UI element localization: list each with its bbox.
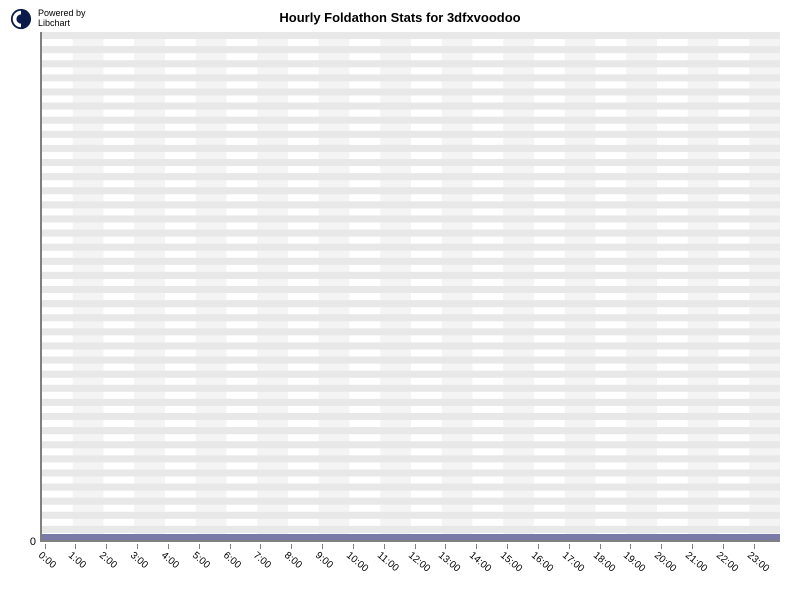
x-tick [353,544,354,549]
y-tick-label: 0 [6,536,36,548]
x-tick [661,544,662,549]
x-tick-label: 5:00 [190,550,212,571]
x-tick-label: 0:00 [36,550,58,571]
x-tick [754,544,755,549]
chart-title: Hourly Foldathon Stats for 3dfxvoodoo [0,10,800,25]
baseline-bar [42,534,780,540]
x-tick-label: 14:00 [467,550,493,575]
x-tick-label: 21:00 [683,550,709,575]
x-tick [260,544,261,549]
x-tick-label: 8:00 [282,550,304,571]
x-tick-label: 11:00 [375,550,401,574]
chart-plot-area [40,32,780,542]
x-tick [322,544,323,549]
x-tick-label: 23:00 [745,550,771,575]
x-tick-label: 4:00 [159,550,181,571]
x-tick-label: 17:00 [560,550,586,575]
x-tick [168,544,169,549]
x-tick-label: 13:00 [436,550,462,575]
x-tick [569,544,570,549]
x-tick-label: 18:00 [591,550,617,575]
x-tick-label: 2:00 [97,550,119,571]
x-axis-ticks: 0:001:002:003:004:005:006:007:008:009:00… [40,544,780,594]
x-tick [384,544,385,549]
x-tick [106,544,107,549]
x-tick-label: 19:00 [621,550,647,575]
x-tick [137,544,138,549]
x-tick-label: 6:00 [221,550,243,571]
x-tick-label: 12:00 [406,550,432,575]
x-tick-label: 7:00 [251,550,273,571]
x-tick [230,544,231,549]
x-tick-label: 15:00 [498,550,524,575]
x-tick [630,544,631,549]
x-tick [538,544,539,549]
x-tick [75,544,76,549]
x-tick [476,544,477,549]
x-tick-label: 10:00 [344,550,370,575]
x-tick [692,544,693,549]
chart-grid [42,32,780,540]
x-tick-label: 16:00 [529,550,555,575]
x-tick-label: 9:00 [313,550,335,571]
x-tick [507,544,508,549]
x-tick [600,544,601,549]
x-tick-label: 1:00 [66,550,88,571]
x-tick [415,544,416,549]
x-tick [291,544,292,549]
x-tick-label: 3:00 [128,550,150,571]
x-tick [45,544,46,549]
x-tick [445,544,446,549]
x-tick-label: 20:00 [652,550,678,575]
x-tick [723,544,724,549]
x-tick-label: 22:00 [714,550,740,575]
x-tick [199,544,200,549]
